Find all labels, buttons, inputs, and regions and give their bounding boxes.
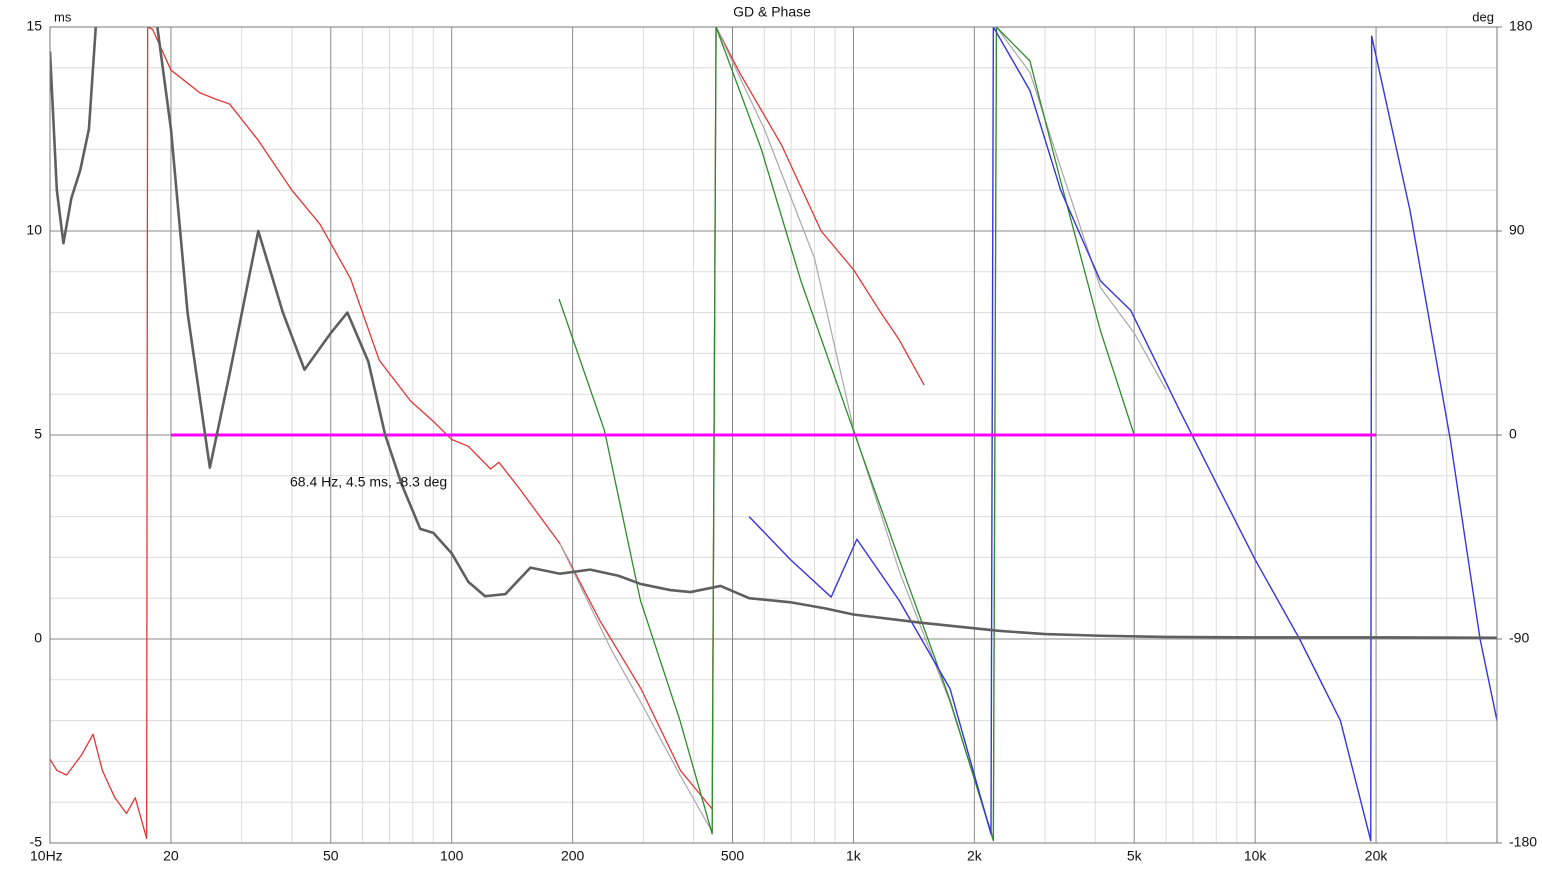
y2-tick-label: 0 <box>1509 426 1517 442</box>
x-tick-label: 50 <box>323 848 339 864</box>
y2-tick-label: -180 <box>1509 834 1537 850</box>
x-tick-label: 10k <box>1244 848 1268 864</box>
y-tick-label: 10 <box>26 222 42 238</box>
y-tick-label: 5 <box>34 426 42 442</box>
y-tick-label: 0 <box>34 630 42 646</box>
x-tick-label: 500 <box>721 848 745 864</box>
y2-axis-unit: deg <box>1472 9 1494 24</box>
series-line <box>748 27 1497 842</box>
y2-tick-label: 90 <box>1509 222 1525 238</box>
x-tick-label: 20k <box>1365 848 1389 864</box>
axis-labels: 10Hz 20 50 100 200 500 1k 2k 5k 10k 20k -5 0 5 10 15 -18… <box>26 18 1537 864</box>
y-tick-label: -5 <box>30 834 43 850</box>
plot-lines <box>50 27 1497 842</box>
x-tick-label: 2k <box>967 848 983 864</box>
cursor-readout: 68.4 Hz, 4.5 ms, -8.3 deg <box>290 474 447 490</box>
x-tick-label: 100 <box>440 848 464 864</box>
x-tick-label: 200 <box>561 848 585 864</box>
x-tick-label: 1k <box>846 848 862 864</box>
series-line <box>559 27 1167 840</box>
x-tick-label: 5k <box>1127 848 1143 864</box>
y-axis-unit: ms <box>54 9 72 24</box>
series-line <box>50 27 1497 640</box>
x-tick-label: 20 <box>163 848 179 864</box>
x-tick-label: 10Hz <box>30 848 63 864</box>
y2-tick-label: 180 <box>1509 18 1533 34</box>
series-line <box>558 27 1135 842</box>
series-line <box>50 27 925 840</box>
y2-tick-label: -90 <box>1509 630 1529 646</box>
y-tick-label: 15 <box>26 18 42 34</box>
chart-title: GD & Phase <box>733 4 811 20</box>
